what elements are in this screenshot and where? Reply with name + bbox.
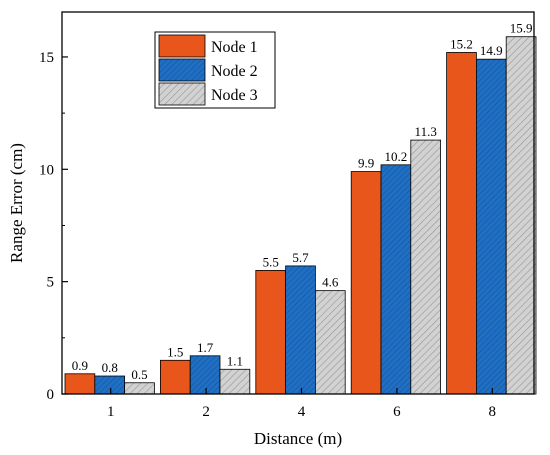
bar-node-1-6 bbox=[350, 171, 382, 395]
bar-node-1-2 bbox=[159, 359, 191, 395]
x-tick-label: 1 bbox=[107, 404, 115, 420]
y-axis-title: Range Error (cm) bbox=[7, 143, 26, 263]
y-tick-label: 5 bbox=[47, 275, 55, 291]
legend-swatch-node-1 bbox=[158, 34, 206, 58]
x-tick-label: 6 bbox=[393, 404, 401, 420]
data-label: 0.8 bbox=[102, 360, 118, 375]
data-label: 0.9 bbox=[72, 358, 88, 373]
bar-node-3-4 bbox=[314, 290, 346, 395]
data-label: 10.2 bbox=[385, 149, 408, 164]
data-label: 15.9 bbox=[510, 21, 533, 36]
bar-node-2-6 bbox=[380, 164, 412, 395]
bar-node-2-4 bbox=[285, 265, 316, 395]
y-tick-label: 0 bbox=[47, 387, 55, 403]
data-label: 11.3 bbox=[415, 124, 437, 139]
bar-node-3-2 bbox=[219, 368, 251, 395]
data-label: 1.5 bbox=[167, 344, 183, 359]
bars-group bbox=[64, 36, 537, 395]
legend: Node 1 Node 2 Node 3 bbox=[154, 31, 276, 109]
data-label: 15.2 bbox=[450, 36, 473, 51]
x-axis-title: Distance (m) bbox=[254, 429, 342, 448]
data-labels-group: 0.9 0.8 0.5 1.5 1.7 1.1 5.5 5.7 4.6 9.9 10.2 11.3 15… bbox=[72, 21, 533, 382]
x-axis: 1 2 4 6 8 bbox=[107, 388, 496, 420]
legend-label: Node 3 bbox=[211, 87, 258, 104]
bar-node-2-1 bbox=[94, 375, 126, 395]
data-label: 5.7 bbox=[292, 250, 309, 265]
data-label: 4.6 bbox=[322, 275, 339, 290]
bar-node-3-6 bbox=[410, 139, 441, 395]
data-label: 1.7 bbox=[197, 340, 214, 355]
x-tick-label: 2 bbox=[202, 404, 210, 420]
data-label: 9.9 bbox=[358, 156, 374, 171]
bar-node-1-1 bbox=[64, 373, 96, 395]
y-tick-label: 15 bbox=[39, 50, 54, 66]
plot-area-frame bbox=[61, 11, 535, 395]
bar-node-3-1 bbox=[124, 382, 155, 395]
data-label: 14.9 bbox=[480, 43, 503, 58]
bar-node-3-8 bbox=[505, 36, 537, 395]
legend-swatch-node-3 bbox=[158, 82, 206, 106]
bar-node-1-8 bbox=[446, 52, 477, 395]
legend-swatch-node-2 bbox=[158, 58, 206, 82]
bar-node-1-4 bbox=[255, 270, 287, 395]
bar-node-2-2 bbox=[189, 355, 221, 395]
data-label: 0.5 bbox=[131, 367, 147, 382]
y-axis: 0 5 10 15 bbox=[39, 50, 68, 403]
legend-label: Node 2 bbox=[211, 63, 258, 80]
legend-label: Node 1 bbox=[211, 39, 258, 56]
x-tick-label: 8 bbox=[489, 404, 497, 420]
x-tick-label: 4 bbox=[298, 404, 306, 420]
data-label: 1.1 bbox=[227, 353, 243, 368]
data-label: 5.5 bbox=[263, 254, 279, 269]
bar-node-2-8 bbox=[475, 58, 507, 395]
y-tick-label: 10 bbox=[39, 162, 54, 178]
